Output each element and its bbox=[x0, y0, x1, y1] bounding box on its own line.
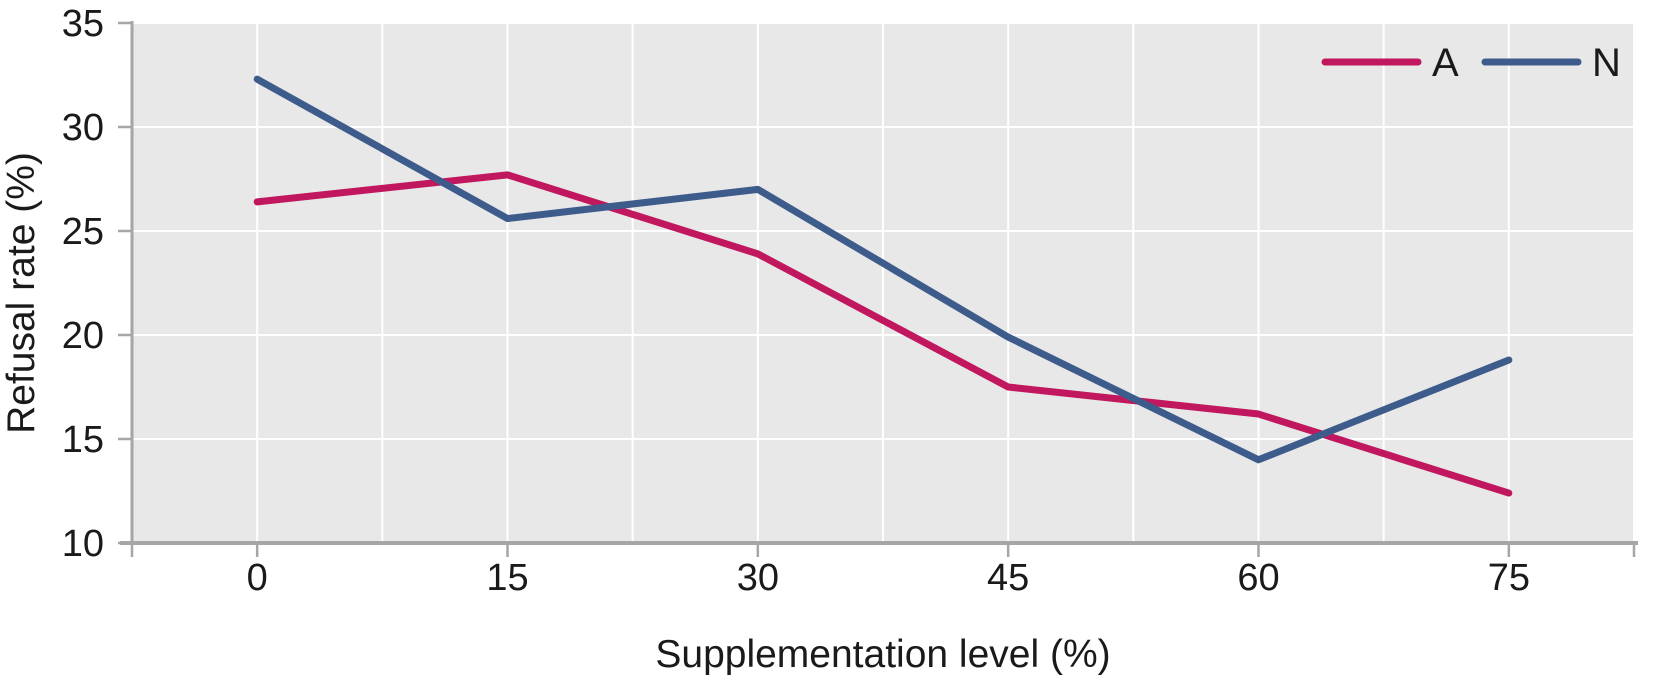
y-tick-label: 15 bbox=[62, 419, 104, 461]
x-tick-label: 45 bbox=[987, 557, 1029, 599]
y-tick-label: 35 bbox=[62, 3, 104, 45]
y-tick-label: 20 bbox=[62, 315, 104, 357]
legend-label-N: N bbox=[1592, 41, 1621, 85]
series-line-N bbox=[253, 75, 1513, 464]
x-tick-label: 75 bbox=[1488, 557, 1530, 599]
legend-label-A: A bbox=[1432, 41, 1459, 85]
y-tick-label: 25 bbox=[62, 211, 104, 253]
x-axis-title: Supplementation level (%) bbox=[655, 633, 1111, 676]
x-tick-label: 15 bbox=[486, 557, 528, 599]
series-line-A bbox=[253, 171, 1513, 497]
x-tick-label: 30 bbox=[737, 557, 779, 599]
y-tick-label: 30 bbox=[62, 107, 104, 149]
y-tick-label: 10 bbox=[62, 523, 104, 565]
x-tick-label: 60 bbox=[1237, 557, 1279, 599]
y-axis-title: Refusal rate (%) bbox=[0, 152, 43, 434]
x-tick-label: 0 bbox=[247, 557, 268, 599]
